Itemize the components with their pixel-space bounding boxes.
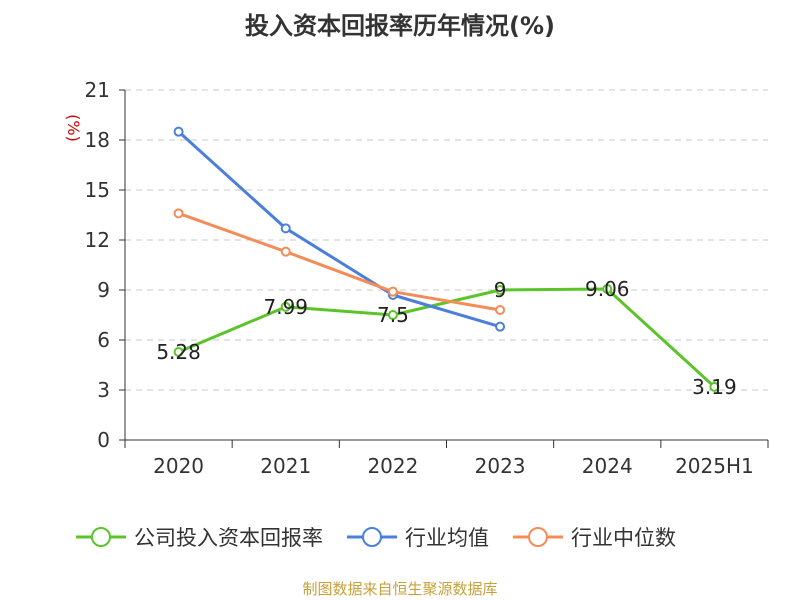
data-label: 5.28 bbox=[156, 340, 201, 364]
legend-item-0: 公司投入资本回报率 bbox=[76, 526, 323, 550]
series-0-point bbox=[173, 347, 184, 357]
x-tick-label: 2021 bbox=[260, 454, 311, 478]
grid-lines bbox=[125, 89, 768, 391]
legend-label: 行业均值 bbox=[405, 526, 489, 550]
x-tick-label: 2025H1 bbox=[675, 454, 754, 478]
data-label: 9 bbox=[494, 278, 507, 302]
y-axis-unit-label: (%) bbox=[64, 114, 83, 142]
legend-label: 公司投入资本回报率 bbox=[134, 526, 323, 550]
x-tick-label: 2023 bbox=[475, 454, 526, 478]
legend-marker-icon bbox=[528, 527, 548, 547]
series-0-point bbox=[602, 284, 613, 294]
series-1-point bbox=[280, 223, 291, 234]
legend-item-1: 行业均值 bbox=[347, 526, 489, 550]
series-2-point bbox=[495, 305, 506, 315]
series-line-2 bbox=[178, 211, 501, 312]
series-2-point bbox=[173, 208, 184, 219]
y-tick-label: 12 bbox=[85, 228, 110, 252]
data-source-note: 制图数据来自恒生聚源数据库 bbox=[302, 580, 497, 598]
data-labels: 5.28 7.99 7.5 9 9.06 3.19 bbox=[156, 277, 736, 399]
series-line-0 bbox=[178, 287, 716, 388]
legend: 公司投入资本回报率 行业均值 行业中位数 bbox=[76, 526, 676, 550]
x-tick-label: 2022 bbox=[367, 454, 418, 478]
legend-label: 行业中位数 bbox=[571, 526, 676, 550]
series-1-point bbox=[173, 126, 184, 137]
y-tick-label: 6 bbox=[97, 328, 110, 352]
y-tick-label: 0 bbox=[97, 428, 110, 452]
legend-item-2: 行业中位数 bbox=[513, 526, 676, 550]
legend-marker-icon bbox=[362, 527, 382, 547]
legend-marker-icon bbox=[91, 527, 111, 547]
y-tick-label: 9 bbox=[97, 278, 110, 302]
x-tick-label: 2020 bbox=[153, 454, 204, 478]
series-lines bbox=[173, 126, 720, 392]
data-label: 7.5 bbox=[377, 303, 409, 327]
chart-title: 投入资本回报率历年情况(%) bbox=[245, 12, 555, 40]
data-label: 9.06 bbox=[585, 277, 630, 301]
y-tick-label: 18 bbox=[85, 128, 110, 152]
x-tick-label: 2024 bbox=[582, 454, 633, 478]
y-tick-label: 3 bbox=[97, 378, 110, 402]
series-line-1 bbox=[177, 130, 501, 329]
series-2-point bbox=[280, 246, 291, 257]
series-0-point bbox=[709, 381, 720, 392]
series-2-point bbox=[387, 286, 398, 297]
data-label: 7.99 bbox=[263, 295, 308, 319]
y-tick-label: 15 bbox=[85, 178, 110, 202]
series-0-point bbox=[280, 301, 291, 312]
series-0-point bbox=[387, 310, 398, 320]
y-tick-label: 21 bbox=[85, 78, 110, 102]
series-0-point bbox=[495, 285, 506, 295]
series-1-point bbox=[495, 321, 506, 332]
axes: 0 3 6 9 12 15 18 21 2020 2021 2022 2023 2024 2025H1 bbox=[85, 78, 769, 478]
data-label: 3.19 bbox=[692, 375, 737, 399]
